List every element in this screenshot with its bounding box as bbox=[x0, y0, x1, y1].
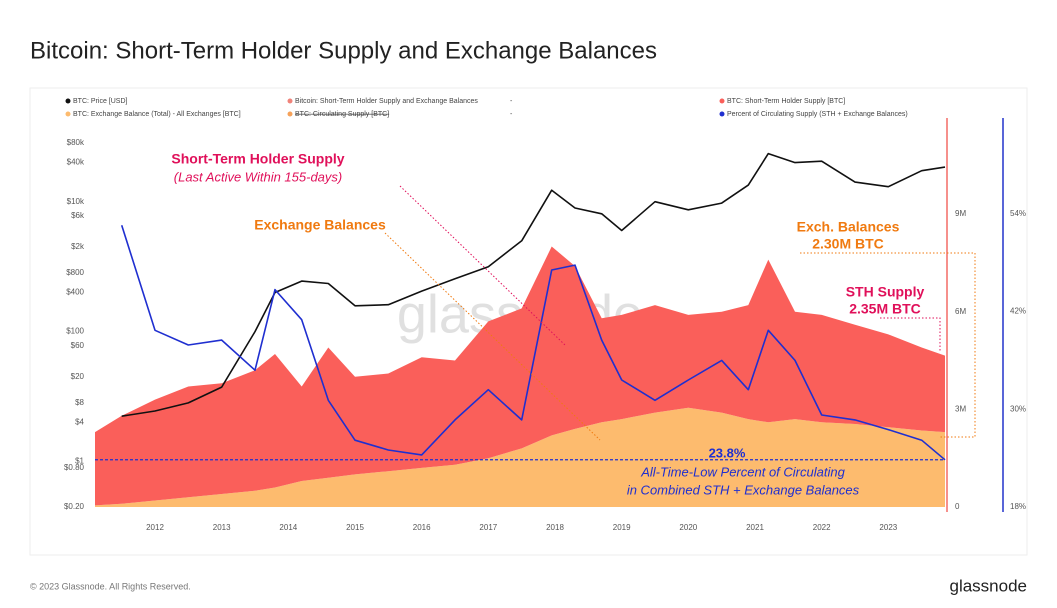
leader bbox=[384, 232, 601, 441]
x-tick-label: 2017 bbox=[479, 523, 497, 532]
legend-label: BTC: Exchange Balance (Total) - All Exch… bbox=[73, 111, 241, 118]
y-tick-label: $0.20 bbox=[64, 502, 85, 511]
y-tick-label: $10k bbox=[67, 197, 85, 206]
x-tick-label: 2020 bbox=[679, 523, 697, 532]
legend-value: - bbox=[510, 111, 513, 118]
legend-value: - bbox=[510, 98, 513, 105]
legend-swatch bbox=[65, 111, 71, 117]
y2-tick-label: 9M bbox=[955, 209, 966, 218]
annotation: 2.30M BTC bbox=[812, 236, 884, 252]
y-tick-label: $4 bbox=[75, 418, 84, 427]
legend-label: Bitcoin: Short-Term Holder Supply and Ex… bbox=[295, 98, 478, 105]
legend-label: BTC: Circulating Supply [BTC] bbox=[295, 111, 389, 118]
x-tick-label: 2022 bbox=[813, 523, 831, 532]
annotation: in Combined STH + Exchange Balances bbox=[627, 482, 860, 497]
y3-tick-label: 54% bbox=[1010, 209, 1026, 218]
y-tick-label: $20 bbox=[71, 372, 85, 381]
y-tick-label: $800 bbox=[66, 268, 84, 277]
brand: glassnode bbox=[949, 576, 1027, 595]
chart-title: Bitcoin: Short-Term Holder Supply and Ex… bbox=[30, 37, 657, 64]
y-tick-label: $60 bbox=[71, 341, 85, 350]
y-tick-label: $2k bbox=[71, 242, 85, 251]
y3-tick-label: 30% bbox=[1010, 404, 1026, 413]
x-tick-label: 2023 bbox=[879, 523, 897, 532]
y2-tick-label: 6M bbox=[955, 307, 966, 316]
x-tick-label: 2012 bbox=[146, 523, 164, 532]
legend-label: Percent of Circulating Supply (STH + Exc… bbox=[727, 111, 908, 118]
chart-frame bbox=[29, 87, 1028, 556]
line bbox=[121, 152, 946, 417]
x-tick-label: 2015 bbox=[346, 523, 364, 532]
leader bbox=[880, 317, 941, 352]
area bbox=[95, 246, 945, 506]
area bbox=[95, 407, 945, 507]
leader bbox=[800, 252, 976, 438]
x-tick-label: 2018 bbox=[546, 523, 564, 532]
y-tick-label: $0.80 bbox=[64, 463, 85, 472]
y-tick-label: $6k bbox=[71, 211, 85, 220]
legend-label: BTC: Short-Term Holder Supply [BTC] bbox=[727, 98, 845, 105]
annotation: 23.8% bbox=[709, 445, 746, 460]
annotation: All-Time-Low Percent of Circulating bbox=[640, 464, 845, 479]
y2-tick-label: 0 bbox=[955, 502, 960, 511]
annotation: 2.35M BTC bbox=[849, 301, 921, 317]
y-tick-label: $400 bbox=[66, 288, 84, 297]
legend-swatch bbox=[65, 98, 71, 104]
y3-tick-label: 18% bbox=[1010, 502, 1026, 511]
x-tick-label: 2019 bbox=[613, 523, 631, 532]
x-tick-label: 2013 bbox=[213, 523, 231, 532]
y-tick-label: $40k bbox=[67, 158, 85, 167]
annotation: STH Supply bbox=[846, 284, 925, 300]
annotation: Exchange Balances bbox=[254, 217, 386, 233]
annotation: Short-Term Holder Supply bbox=[171, 151, 344, 167]
y-tick-label: $8 bbox=[75, 398, 84, 407]
y-tick-label: $100 bbox=[66, 327, 84, 336]
x-tick-label: 2021 bbox=[746, 523, 764, 532]
y-tick-label: $1 bbox=[75, 457, 84, 466]
x-tick-label: 2014 bbox=[279, 523, 297, 532]
y2-tick-label: 3M bbox=[955, 404, 966, 413]
legend-swatch bbox=[287, 98, 293, 104]
legend-label: BTC: Price [USD] bbox=[73, 98, 128, 105]
annotation: Exch. Balances bbox=[797, 219, 900, 235]
footer: © 2023 Glassnode. All Rights Reserved. bbox=[30, 581, 191, 591]
x-tick-label: 2016 bbox=[413, 523, 431, 532]
legend-swatch bbox=[719, 98, 725, 104]
line bbox=[120, 224, 946, 461]
legend-swatch bbox=[719, 111, 725, 117]
y3-tick-label: 42% bbox=[1010, 307, 1026, 316]
legend-swatch bbox=[287, 111, 293, 117]
annotation: (Last Active Within 155-days) bbox=[174, 169, 342, 184]
y-tick-label: $80k bbox=[67, 138, 85, 147]
